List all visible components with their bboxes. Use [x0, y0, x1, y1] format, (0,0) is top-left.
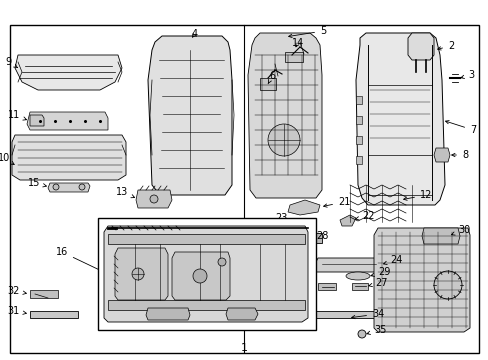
Text: 12: 12 [403, 190, 431, 200]
Polygon shape [115, 248, 168, 300]
Bar [317, 283, 335, 290]
Polygon shape [104, 226, 307, 322]
Circle shape [267, 124, 299, 156]
Text: 26: 26 [295, 278, 314, 288]
Polygon shape [146, 308, 190, 320]
Text: 25: 25 [269, 245, 282, 255]
Text: 5: 5 [288, 26, 325, 37]
Text: 35: 35 [366, 325, 386, 335]
Text: 30: 30 [450, 225, 469, 235]
Text: 17: 17 [229, 251, 250, 261]
Circle shape [218, 258, 225, 266]
Bar [355, 136, 361, 144]
Polygon shape [172, 252, 229, 300]
Text: 10: 10 [0, 153, 14, 165]
Text: 9: 9 [6, 57, 17, 68]
Text: 34: 34 [351, 309, 384, 319]
Polygon shape [407, 33, 433, 60]
Bar [285, 52, 303, 62]
Polygon shape [355, 33, 444, 205]
Text: 31: 31 [8, 306, 26, 316]
Text: 23: 23 [275, 213, 287, 223]
Text: 22: 22 [355, 211, 374, 221]
Text: 13: 13 [116, 187, 134, 198]
Bar [287, 246, 299, 256]
Bar [30, 311, 78, 318]
Polygon shape [108, 300, 305, 310]
Bar [355, 116, 361, 124]
Polygon shape [339, 215, 355, 226]
Text: 15: 15 [27, 178, 46, 188]
Polygon shape [148, 36, 231, 195]
Circle shape [53, 184, 59, 190]
Circle shape [132, 268, 143, 280]
Text: 29: 29 [370, 267, 389, 277]
Bar [351, 283, 367, 290]
Text: 21: 21 [323, 197, 350, 207]
Bar [98, 218, 315, 330]
Text: 19: 19 [228, 312, 241, 322]
Text: 32: 32 [8, 286, 26, 296]
Text: 24: 24 [383, 255, 402, 265]
Text: 1: 1 [240, 343, 247, 353]
Bar [355, 156, 361, 164]
Bar [260, 78, 275, 90]
Circle shape [433, 271, 461, 299]
Text: 6: 6 [267, 71, 274, 84]
Polygon shape [15, 55, 122, 90]
Polygon shape [421, 228, 459, 244]
Polygon shape [12, 135, 126, 180]
Text: 28: 28 [315, 231, 327, 241]
Text: 14: 14 [291, 38, 304, 48]
Text: 18: 18 [148, 312, 161, 322]
Polygon shape [225, 308, 258, 320]
Text: 2: 2 [437, 41, 453, 51]
Bar [30, 290, 58, 298]
Polygon shape [433, 148, 449, 162]
Polygon shape [247, 33, 321, 198]
Text: 7: 7 [445, 121, 475, 135]
Polygon shape [30, 115, 44, 126]
Polygon shape [373, 228, 469, 332]
Text: 4: 4 [192, 29, 198, 39]
Text: 3: 3 [460, 70, 473, 80]
Circle shape [150, 195, 158, 203]
Text: 27: 27 [368, 278, 386, 288]
Bar [309, 233, 321, 243]
Polygon shape [27, 112, 108, 130]
Bar [309, 311, 384, 318]
Text: 33: 33 [267, 299, 280, 309]
Circle shape [357, 330, 365, 338]
Text: 16: 16 [56, 247, 104, 273]
Text: 11: 11 [8, 110, 26, 120]
Circle shape [193, 269, 206, 283]
Text: 20: 20 [107, 228, 136, 238]
Text: 8: 8 [451, 150, 467, 160]
Polygon shape [287, 200, 319, 215]
Polygon shape [108, 234, 305, 244]
Polygon shape [136, 190, 172, 208]
Bar [355, 96, 361, 104]
Polygon shape [48, 183, 90, 192]
Circle shape [79, 184, 85, 190]
Polygon shape [313, 258, 381, 272]
Ellipse shape [346, 272, 369, 280]
